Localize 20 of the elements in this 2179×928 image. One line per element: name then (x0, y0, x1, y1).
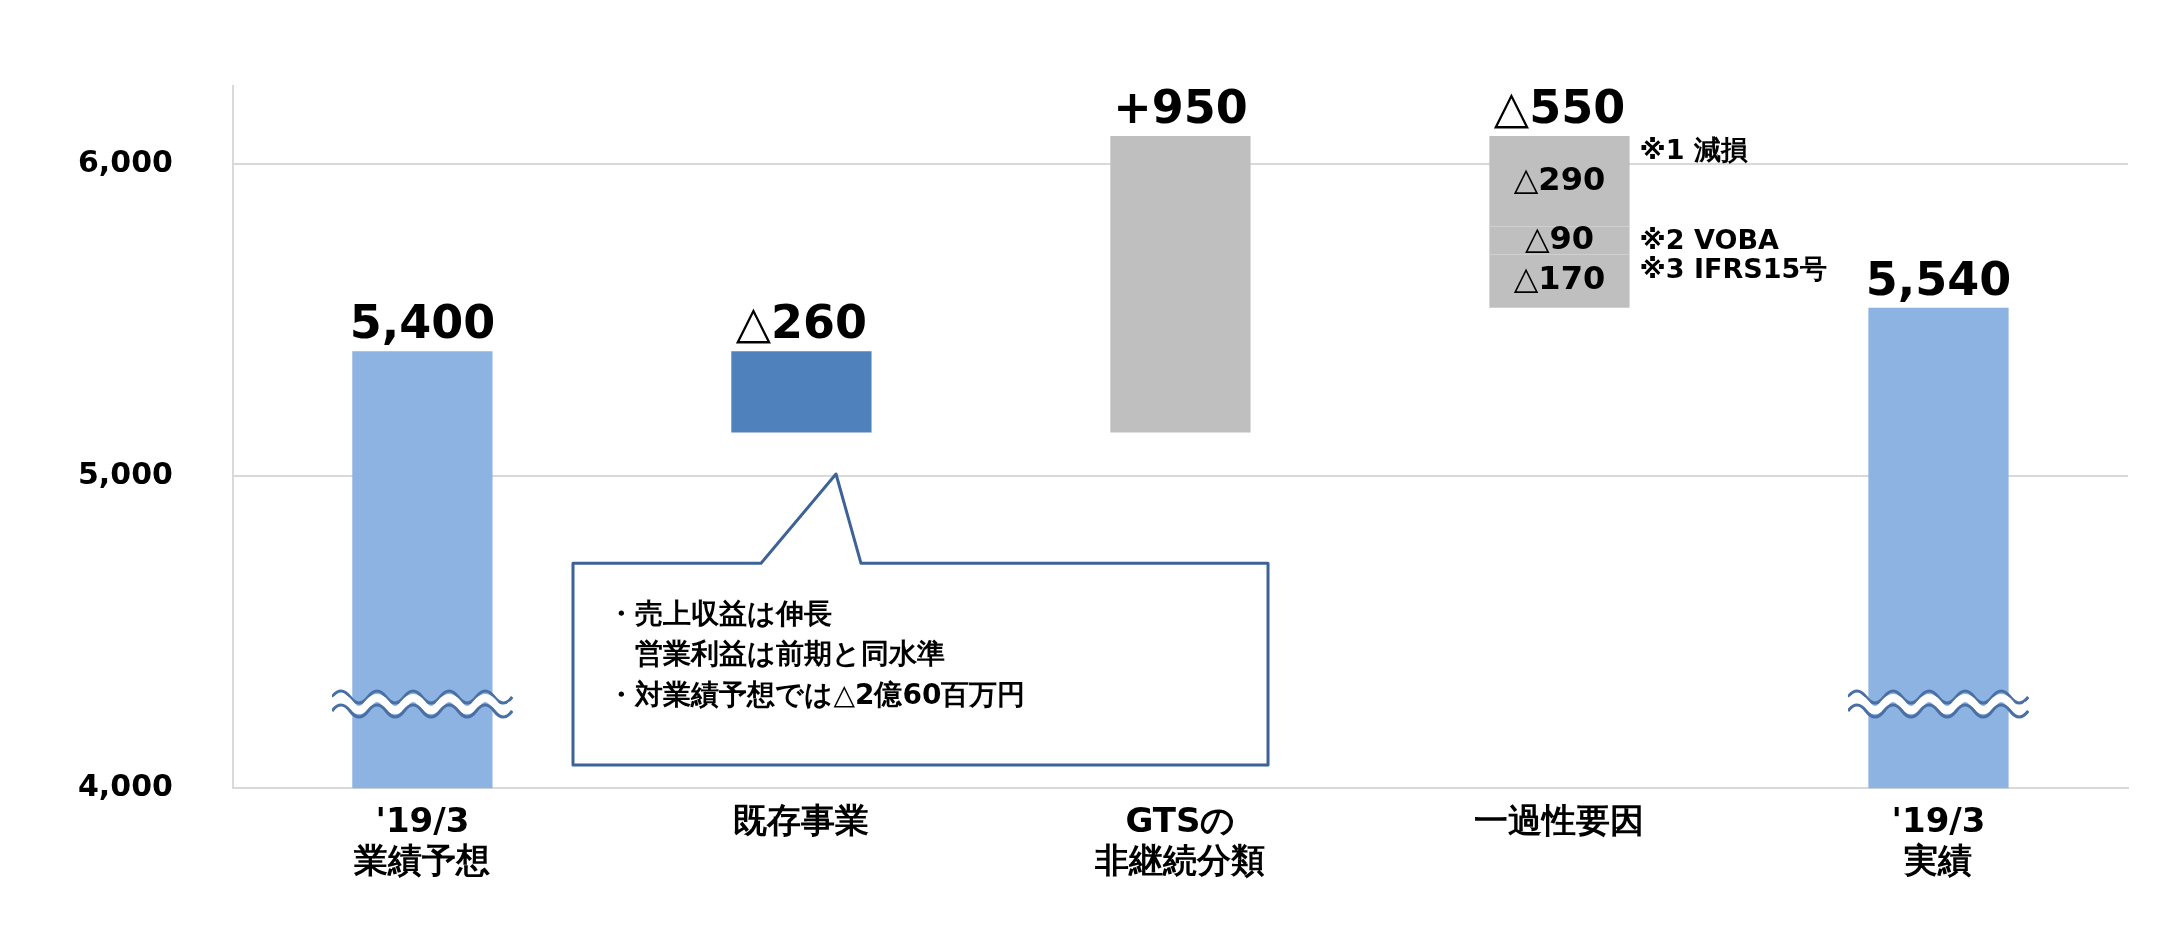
y-tick-label: 5,000 (77, 456, 173, 492)
x-tick-label: 一過性要因 (1474, 799, 1645, 840)
annotation: ・対業績予想では△2億60百万円 (607, 676, 1026, 713)
data-label: △290 (1513, 159, 1606, 198)
data-label: +950 (1113, 79, 1248, 134)
annotation: △550 (1493, 79, 1626, 134)
data-label: △170 (1513, 259, 1606, 298)
annotation: 営業利益は前期と同水準 (634, 636, 947, 673)
annotation: ※1 減損 (1639, 133, 1749, 165)
x-tick-label: '19/3 業績予想 (353, 799, 491, 881)
y-tick-label: 4,000 (77, 768, 173, 804)
data-label: △90 (1524, 218, 1595, 257)
data-label: 5,540 (1865, 251, 2012, 306)
data-label: △260 (735, 295, 868, 350)
x-tick-label: '19/3 実績 (1891, 799, 1986, 881)
x-tick-label: 既存事業 (733, 799, 870, 840)
annotation: ・売上収益は伸長 (607, 595, 834, 632)
x-tick-label: GTSの非継続分類 (1094, 799, 1266, 881)
y-tick-label: 6,000 (77, 143, 173, 179)
data-label: 5,400 (349, 295, 496, 350)
